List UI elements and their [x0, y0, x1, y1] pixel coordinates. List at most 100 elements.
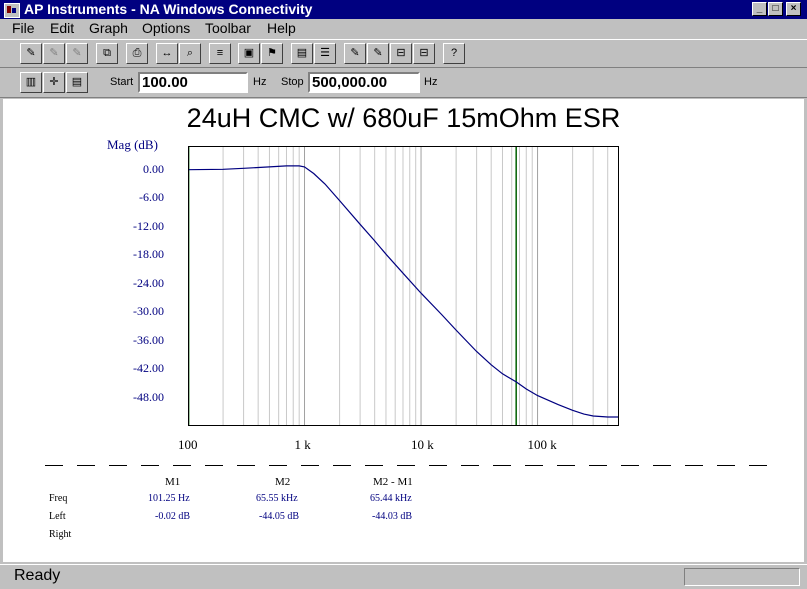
- help-icon: ?: [450, 47, 458, 59]
- probe-2-button[interactable]: ✎: [43, 43, 65, 64]
- copy-button[interactable]: ⧉: [96, 43, 118, 64]
- copy-icon: ⧉: [103, 47, 111, 59]
- y-tick-label: -18.00: [133, 247, 164, 262]
- y-tick-label: -36.00: [133, 332, 164, 347]
- menu-options[interactable]: Options: [142, 20, 191, 36]
- menu-toolbar[interactable]: Toolbar: [205, 20, 251, 36]
- left-m1: -0.02 dB: [155, 511, 190, 522]
- window-title: AP Instruments - NA Windows Connectivity: [24, 1, 313, 17]
- separator-dash: [621, 465, 639, 466]
- fit-width-icon: ↔: [161, 47, 173, 59]
- start-label: Start: [110, 76, 134, 88]
- x-tick-label: 1 k: [294, 437, 311, 452]
- marker-header-m1: M1: [165, 476, 181, 488]
- y-axis-label: Mag (dB): [107, 137, 158, 152]
- settings-probe-button[interactable]: ⊟: [390, 43, 412, 64]
- scale-button[interactable]: ≡: [209, 43, 231, 64]
- plot-canvas: [3, 99, 804, 562]
- probe-3-button[interactable]: ✎: [66, 43, 88, 64]
- maximize-button[interactable]: □: [768, 2, 783, 16]
- title-bar: AP Instruments - NA Windows Connectivity…: [0, 0, 807, 19]
- probe-2-icon: ✎: [49, 47, 59, 59]
- cal-probe-button[interactable]: ✎: [344, 43, 366, 64]
- crosshair-icon: ✛: [49, 76, 59, 88]
- left-m2: -44.05 dB: [259, 511, 299, 522]
- y-tick-label: -30.00: [133, 304, 164, 319]
- zoom-button[interactable]: ⌕: [179, 43, 201, 64]
- x-tick-label: 10 k: [411, 437, 434, 452]
- scale-icon: ≡: [216, 47, 224, 59]
- separator-dash: [525, 465, 543, 466]
- print-button[interactable]: ⎙: [126, 43, 148, 64]
- marker-button[interactable]: ⚑: [261, 43, 283, 64]
- plot-frame: [188, 146, 619, 426]
- separator-dash: [461, 465, 479, 466]
- start-field[interactable]: 100.00: [138, 72, 248, 93]
- menu-graph[interactable]: Graph: [89, 20, 128, 36]
- status-bar: Ready: [0, 564, 807, 589]
- stop-label: Stop: [281, 76, 304, 88]
- columns-button[interactable]: ▥: [20, 72, 42, 93]
- cal-probe-2-icon: ✎: [373, 47, 383, 59]
- cal-probe-2-button[interactable]: ✎: [367, 43, 389, 64]
- separator-dash: [749, 465, 767, 466]
- status-panel: [684, 568, 800, 586]
- crosshair-button[interactable]: ✛: [43, 72, 65, 93]
- zoom-icon: ⌕: [186, 47, 194, 59]
- stop-field[interactable]: 500,000.00: [308, 72, 420, 93]
- cal-probe-icon: ✎: [350, 47, 360, 59]
- menu-file[interactable]: File: [12, 20, 35, 36]
- separator-dash: [301, 465, 319, 466]
- menu-help[interactable]: Help: [267, 20, 296, 36]
- menu-edit[interactable]: Edit: [50, 20, 75, 36]
- marker-header-m2: M2: [275, 476, 291, 488]
- separator-dash: [333, 465, 351, 466]
- stop-unit: Hz: [424, 76, 438, 88]
- freq-m1: 101.25 Hz: [148, 493, 190, 504]
- separator-dash: [717, 465, 735, 466]
- y-tick-label: -6.00: [139, 190, 164, 205]
- separator-dash: [589, 465, 607, 466]
- y-tick-label: 0.00: [143, 161, 164, 176]
- chart-title: 24uH CMC w/ 680uF 15mOhm ESR: [186, 103, 621, 133]
- y-tick-label: -12.00: [133, 218, 164, 233]
- document-button[interactable]: ▤: [66, 72, 88, 93]
- list-button[interactable]: ☰: [314, 43, 336, 64]
- settings-probe-2-button[interactable]: ⊟: [413, 43, 435, 64]
- separator-dash: [429, 465, 447, 466]
- y-tick-label: -48.00: [133, 389, 164, 404]
- columns-icon: ▥: [25, 76, 37, 88]
- separator-dash: [173, 465, 191, 466]
- separator-dash: [653, 465, 671, 466]
- magnitude-chart[interactable]: [188, 146, 619, 426]
- auto-scale-icon: ▣: [243, 47, 255, 59]
- separator-dash: [269, 465, 287, 466]
- x-tick-label: 100: [178, 437, 198, 452]
- auto-scale-button[interactable]: ▣: [238, 43, 260, 64]
- separator-dash: [141, 465, 159, 466]
- separator-dash: [205, 465, 223, 466]
- probe-button[interactable]: ✎: [20, 43, 42, 64]
- probe-3-icon: ✎: [72, 47, 82, 59]
- separator-dash: [109, 465, 127, 466]
- table-icon: ▤: [296, 47, 308, 59]
- fit-width-button[interactable]: ↔: [156, 43, 178, 64]
- app-icon[interactable]: [4, 3, 20, 18]
- close-button[interactable]: ×: [786, 2, 801, 16]
- table-button[interactable]: ▤: [291, 43, 313, 64]
- separator-dash: [365, 465, 383, 466]
- status-text: Ready: [14, 567, 61, 584]
- left-diff: -44.03 dB: [372, 511, 412, 522]
- minimize-button[interactable]: _: [752, 2, 767, 16]
- toolbar: ✎ ✎ ✎ ⧉ ⎙ ↔ ⌕ ≡ ▣ ⚑ ▤ ☰ ✎ ✎ ⊟ ⊟?: [0, 39, 807, 68]
- magnitude-trace: [188, 165, 619, 418]
- y-tick-label: -24.00: [133, 275, 164, 290]
- help-button[interactable]: ?: [443, 43, 465, 64]
- sweep-bar: ▥ ✛ ▤ Start 100.00 Hz Stop 500,000.00 Hz: [0, 68, 807, 98]
- separator-dash: [557, 465, 575, 466]
- marker-icon: ⚑: [267, 47, 277, 59]
- row-label-left: Left: [49, 511, 66, 522]
- freq-m2: 65.55 kHz: [256, 493, 298, 504]
- separator-dash: [45, 465, 63, 466]
- x-tick-label: 100 k: [527, 437, 557, 452]
